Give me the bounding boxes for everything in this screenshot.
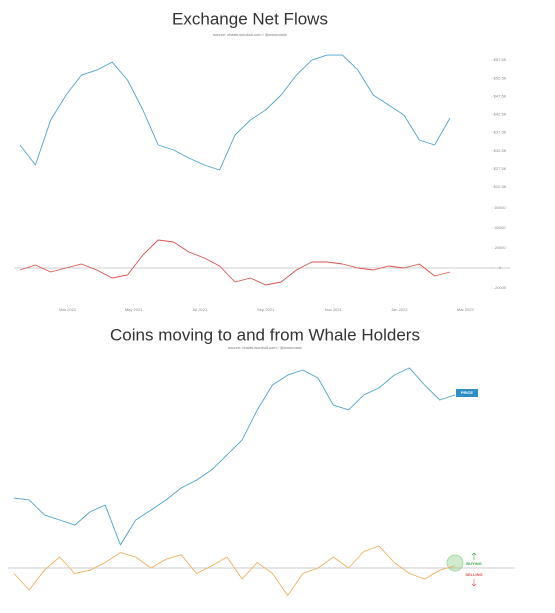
y2-tick-label: -20000 xyxy=(494,285,507,290)
y-tick-label: $52.5K xyxy=(494,75,507,80)
x-tick-label: Sep 2021 xyxy=(257,307,275,312)
chart-title: Coins moving to and from Whale Holders xyxy=(110,325,420,344)
x-tick-label: Jul 2021 xyxy=(192,307,208,312)
x-tick-label: Mar 2022 xyxy=(457,307,475,312)
y-tick-label: $37.5K xyxy=(494,130,507,135)
y-tick-label: $57.5K xyxy=(494,57,507,62)
y-tick-label: $32.5K xyxy=(494,148,507,153)
series-line xyxy=(13,545,456,596)
y-tick-label: $22.5K xyxy=(494,184,507,189)
buying-arrow xyxy=(471,552,477,560)
y-tick-label: $42.5K xyxy=(494,112,507,117)
buying-label: BUYING xyxy=(466,561,482,566)
x-tick-label: May 2021 xyxy=(125,307,143,312)
series-line xyxy=(13,367,456,546)
series-line xyxy=(19,54,451,171)
selling-label: SELLING xyxy=(465,572,482,577)
y2-tick-label: 20000 xyxy=(494,245,506,250)
chart-subtitle: source: charts.woobull.com / @woonomic xyxy=(228,345,302,350)
x-tick-label: Nov 2021 xyxy=(325,307,343,312)
y2-tick-label: 0 xyxy=(499,265,502,270)
y-tick-label: $27.5K xyxy=(494,166,507,171)
y2-tick-label: 60000 xyxy=(494,205,506,210)
series-line xyxy=(19,239,451,286)
x-tick-label: Jan 2022 xyxy=(391,307,408,312)
chart-subtitle: source: charts.woobull.com / @woonomic xyxy=(213,32,287,37)
y2-tick-label: 40000 xyxy=(494,225,506,230)
price-label: PRICE xyxy=(461,390,474,395)
price-tag xyxy=(456,389,478,397)
selling-arrow xyxy=(471,579,477,587)
chart-title: Exchange Net Flows xyxy=(172,9,328,28)
x-tick-label: Mar 2021 xyxy=(59,307,77,312)
highlight xyxy=(446,554,464,572)
y-tick-label: $47.5K xyxy=(494,93,507,98)
